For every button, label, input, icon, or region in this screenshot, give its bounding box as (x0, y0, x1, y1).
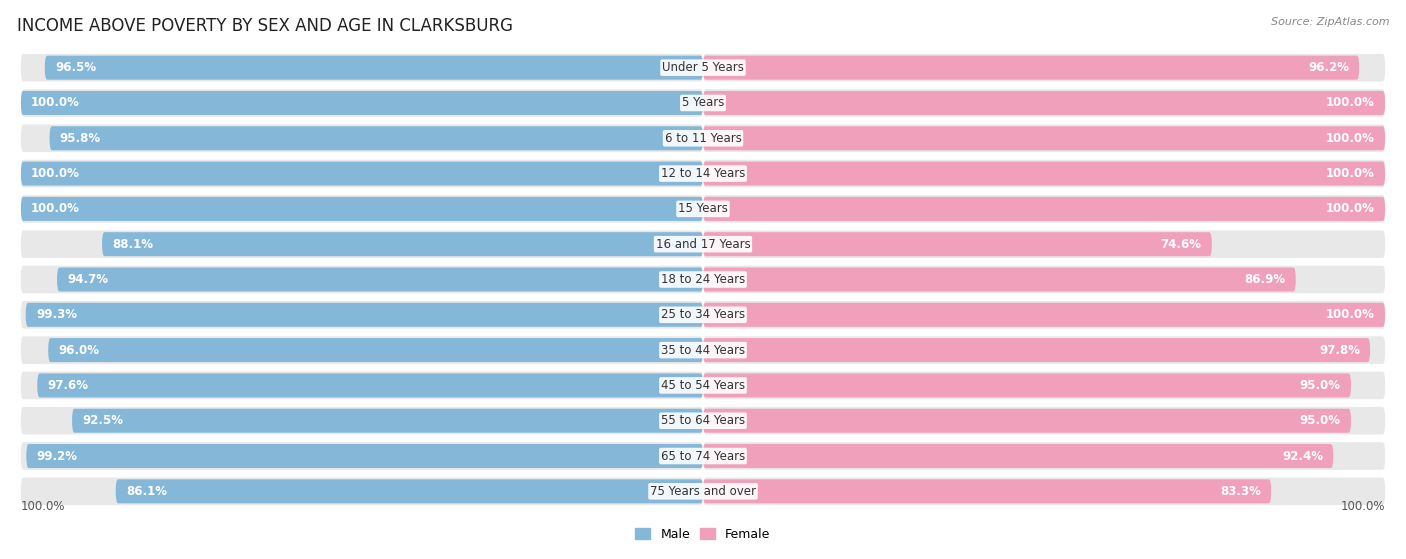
FancyBboxPatch shape (72, 409, 703, 433)
FancyBboxPatch shape (21, 337, 703, 364)
FancyBboxPatch shape (703, 232, 1212, 256)
FancyBboxPatch shape (25, 303, 703, 327)
FancyBboxPatch shape (21, 477, 703, 505)
FancyBboxPatch shape (703, 268, 1296, 291)
Text: 97.6%: 97.6% (48, 379, 89, 392)
Text: 96.0%: 96.0% (59, 344, 100, 357)
FancyBboxPatch shape (703, 372, 1385, 399)
FancyBboxPatch shape (21, 162, 703, 186)
Text: 100.0%: 100.0% (1326, 202, 1375, 215)
Text: 99.3%: 99.3% (37, 309, 77, 321)
Text: 15 Years: 15 Years (678, 202, 728, 215)
FancyBboxPatch shape (21, 91, 703, 115)
Text: 99.2%: 99.2% (37, 449, 77, 462)
Text: 94.7%: 94.7% (67, 273, 108, 286)
FancyBboxPatch shape (21, 54, 703, 82)
FancyBboxPatch shape (703, 479, 1271, 503)
FancyBboxPatch shape (45, 56, 703, 80)
FancyBboxPatch shape (21, 197, 703, 221)
Text: 12 to 14 Years: 12 to 14 Years (661, 167, 745, 180)
FancyBboxPatch shape (27, 444, 703, 468)
FancyBboxPatch shape (37, 373, 703, 397)
FancyBboxPatch shape (703, 230, 1385, 258)
Text: 100.0%: 100.0% (31, 167, 80, 180)
FancyBboxPatch shape (21, 160, 703, 187)
FancyBboxPatch shape (48, 338, 703, 362)
Text: Under 5 Years: Under 5 Years (662, 61, 744, 74)
Text: 100.0%: 100.0% (21, 500, 66, 513)
Text: 5 Years: 5 Years (682, 97, 724, 110)
Text: 95.0%: 95.0% (1299, 414, 1341, 427)
Text: 97.8%: 97.8% (1319, 344, 1360, 357)
FancyBboxPatch shape (703, 197, 1385, 221)
Text: 92.5%: 92.5% (83, 414, 124, 427)
FancyBboxPatch shape (21, 195, 703, 222)
Text: 96.5%: 96.5% (55, 61, 96, 74)
Text: 92.4%: 92.4% (1282, 449, 1323, 462)
Text: 96.2%: 96.2% (1308, 61, 1348, 74)
FancyBboxPatch shape (703, 54, 1385, 82)
FancyBboxPatch shape (21, 266, 703, 293)
Text: 35 to 44 Years: 35 to 44 Years (661, 344, 745, 357)
FancyBboxPatch shape (703, 91, 1385, 115)
FancyBboxPatch shape (21, 230, 703, 258)
FancyBboxPatch shape (115, 479, 703, 503)
Text: 100.0%: 100.0% (1340, 500, 1385, 513)
Text: Source: ZipAtlas.com: Source: ZipAtlas.com (1271, 17, 1389, 27)
FancyBboxPatch shape (703, 337, 1385, 364)
FancyBboxPatch shape (703, 89, 1385, 117)
FancyBboxPatch shape (21, 301, 703, 329)
Text: 16 and 17 Years: 16 and 17 Years (655, 238, 751, 250)
FancyBboxPatch shape (703, 301, 1385, 329)
Text: 65 to 74 Years: 65 to 74 Years (661, 449, 745, 462)
Legend: Male, Female: Male, Female (630, 523, 776, 546)
FancyBboxPatch shape (58, 268, 703, 291)
Text: 55 to 64 Years: 55 to 64 Years (661, 414, 745, 427)
FancyBboxPatch shape (703, 266, 1385, 293)
FancyBboxPatch shape (21, 89, 703, 117)
FancyBboxPatch shape (703, 442, 1385, 470)
FancyBboxPatch shape (703, 160, 1385, 187)
Text: 100.0%: 100.0% (1326, 309, 1375, 321)
FancyBboxPatch shape (21, 125, 703, 152)
FancyBboxPatch shape (703, 477, 1385, 505)
FancyBboxPatch shape (103, 232, 703, 256)
FancyBboxPatch shape (703, 407, 1385, 434)
FancyBboxPatch shape (21, 407, 703, 434)
FancyBboxPatch shape (703, 409, 1351, 433)
Text: 18 to 24 Years: 18 to 24 Years (661, 273, 745, 286)
Text: 100.0%: 100.0% (31, 202, 80, 215)
Text: 75 Years and over: 75 Years and over (650, 485, 756, 498)
FancyBboxPatch shape (703, 303, 1385, 327)
FancyBboxPatch shape (703, 125, 1385, 152)
Text: 86.9%: 86.9% (1244, 273, 1285, 286)
Text: 100.0%: 100.0% (31, 97, 80, 110)
FancyBboxPatch shape (21, 372, 703, 399)
Text: 95.8%: 95.8% (60, 132, 101, 145)
Text: 100.0%: 100.0% (1326, 97, 1375, 110)
FancyBboxPatch shape (21, 442, 703, 470)
FancyBboxPatch shape (49, 126, 703, 150)
Text: 74.6%: 74.6% (1160, 238, 1202, 250)
FancyBboxPatch shape (703, 56, 1360, 80)
Text: 25 to 34 Years: 25 to 34 Years (661, 309, 745, 321)
Text: 83.3%: 83.3% (1220, 485, 1261, 498)
Text: 100.0%: 100.0% (1326, 132, 1375, 145)
Text: 86.1%: 86.1% (127, 485, 167, 498)
FancyBboxPatch shape (703, 195, 1385, 222)
FancyBboxPatch shape (703, 126, 1385, 150)
FancyBboxPatch shape (703, 162, 1385, 186)
Text: 88.1%: 88.1% (112, 238, 153, 250)
FancyBboxPatch shape (703, 373, 1351, 397)
Text: 100.0%: 100.0% (1326, 167, 1375, 180)
Text: 45 to 54 Years: 45 to 54 Years (661, 379, 745, 392)
FancyBboxPatch shape (703, 338, 1369, 362)
FancyBboxPatch shape (703, 444, 1333, 468)
Text: 95.0%: 95.0% (1299, 379, 1341, 392)
Text: 6 to 11 Years: 6 to 11 Years (665, 132, 741, 145)
Text: INCOME ABOVE POVERTY BY SEX AND AGE IN CLARKSBURG: INCOME ABOVE POVERTY BY SEX AND AGE IN C… (17, 17, 513, 35)
